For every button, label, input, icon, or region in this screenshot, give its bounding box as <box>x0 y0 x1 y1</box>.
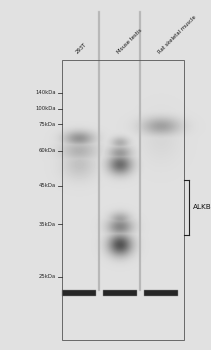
Text: 293T: 293T <box>74 41 87 54</box>
Text: 140kDa: 140kDa <box>35 90 56 95</box>
Text: 60kDa: 60kDa <box>39 148 56 153</box>
Text: ALKBH5: ALKBH5 <box>193 204 211 210</box>
Text: 100kDa: 100kDa <box>35 106 56 111</box>
Text: 35kDa: 35kDa <box>39 222 56 226</box>
Text: 45kDa: 45kDa <box>39 183 56 188</box>
Text: 25kDa: 25kDa <box>39 274 56 279</box>
Bar <box>62 60 184 340</box>
Text: 75kDa: 75kDa <box>39 122 56 127</box>
Text: Mouse testis: Mouse testis <box>116 27 143 54</box>
Text: Rat skeletal muscle: Rat skeletal muscle <box>157 14 197 54</box>
